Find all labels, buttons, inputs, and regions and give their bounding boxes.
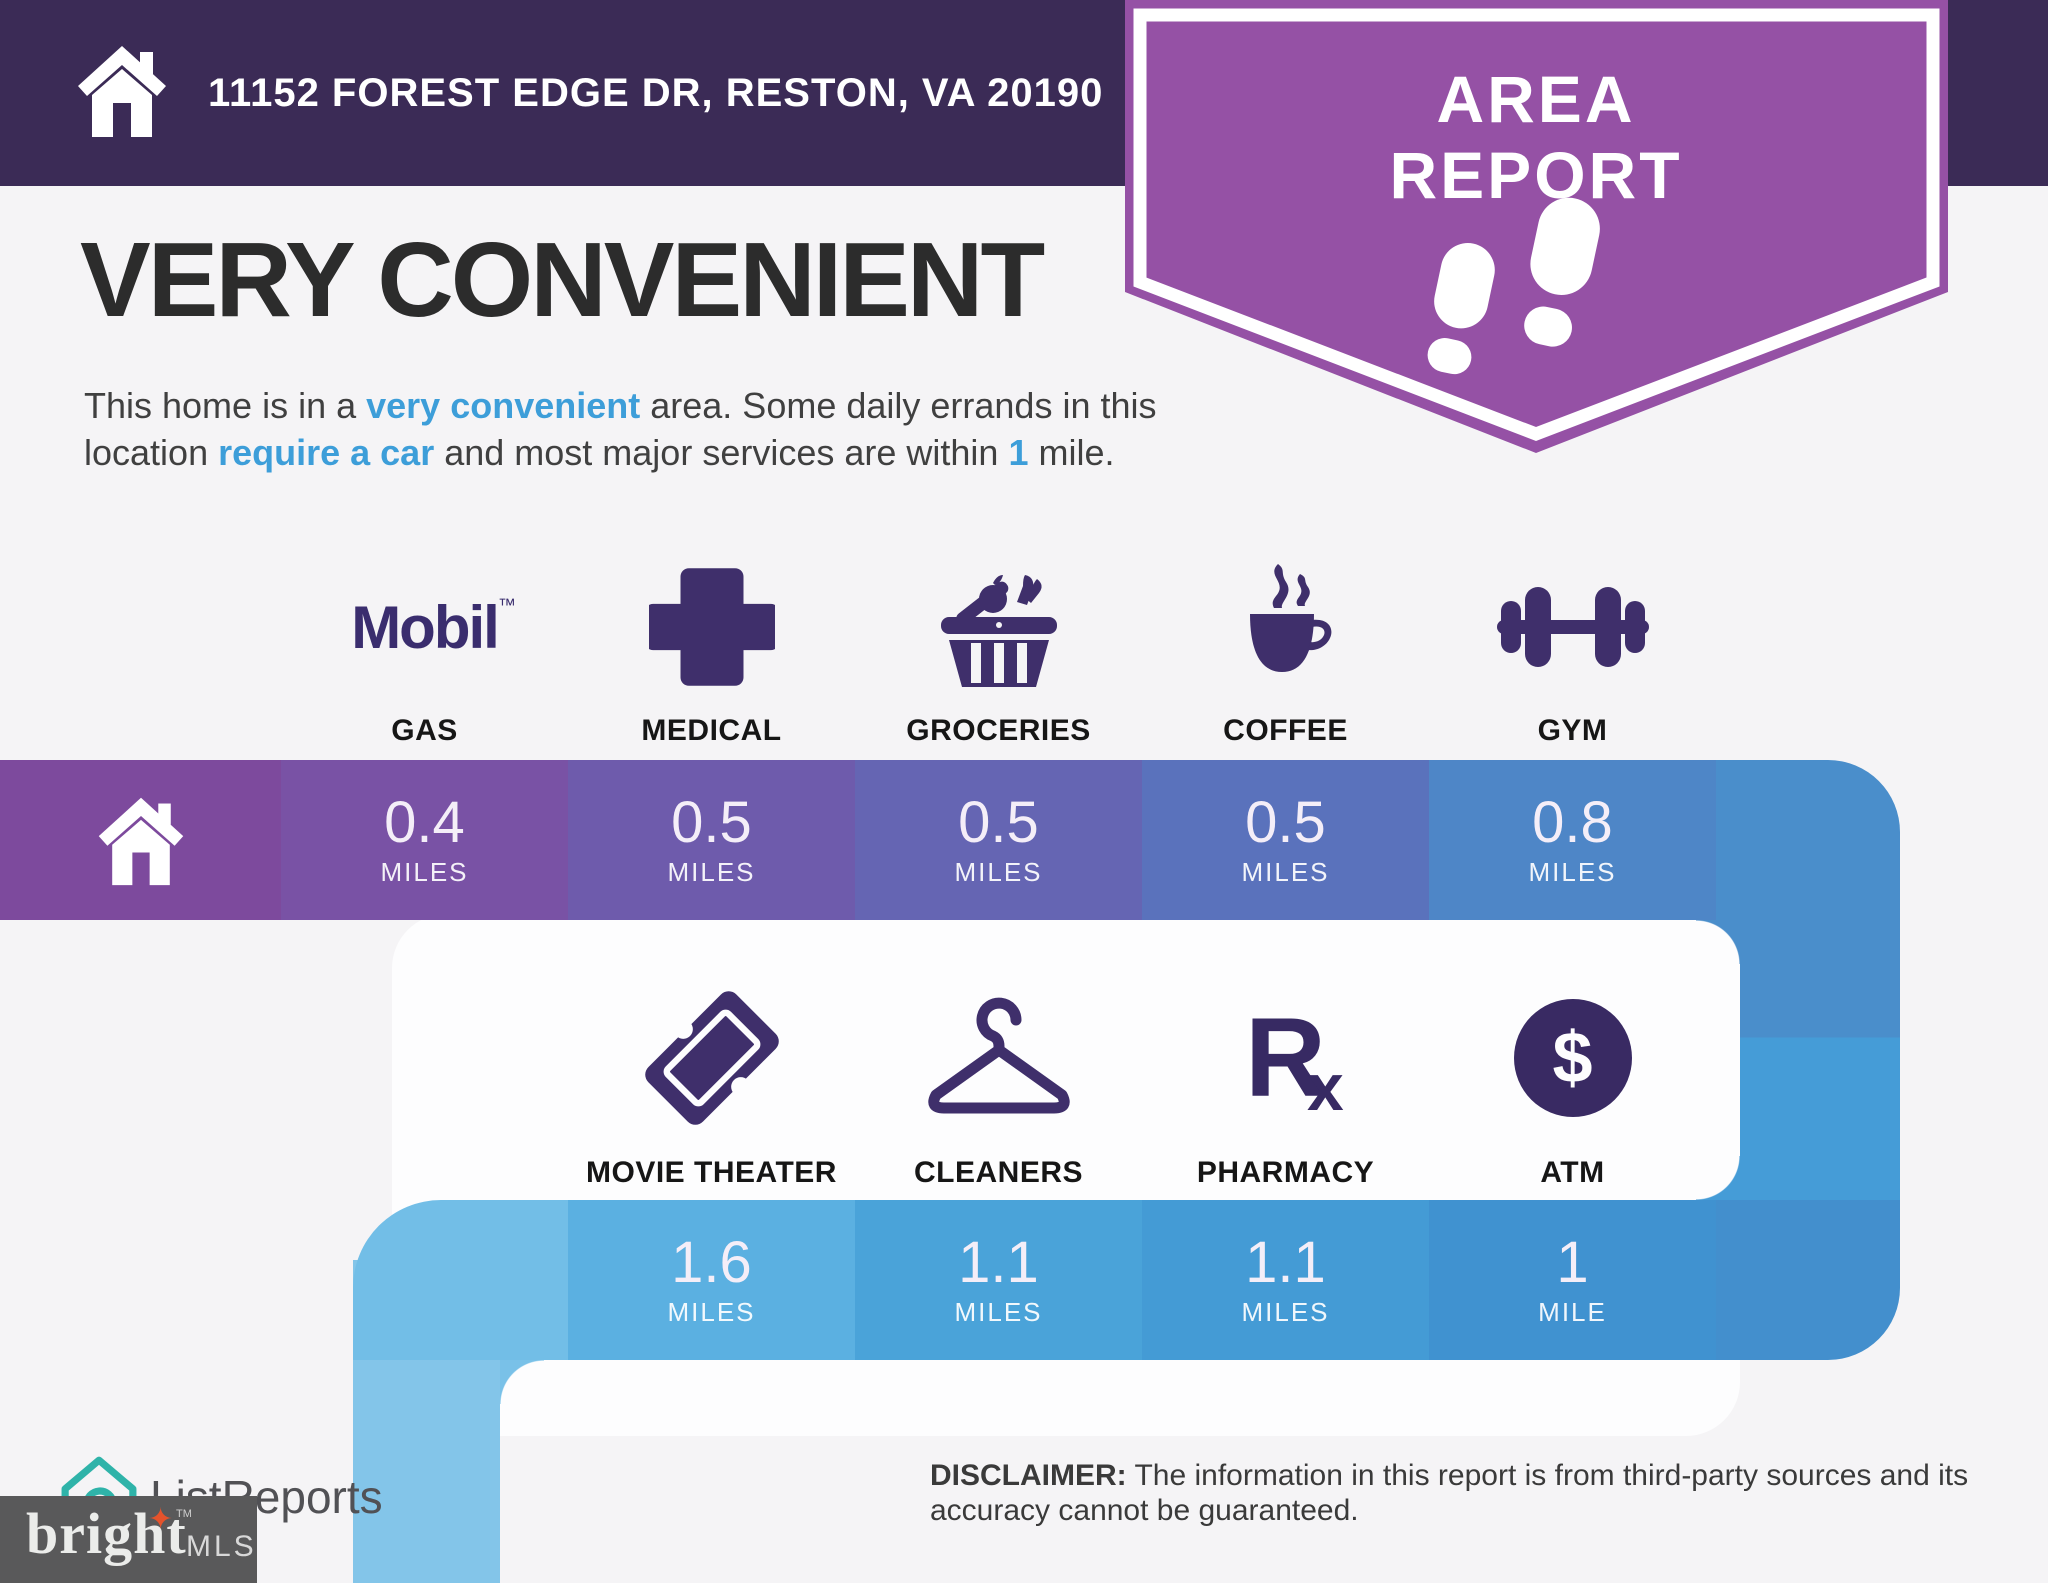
distance-value: 0.5	[958, 789, 1039, 855]
hanger-icon	[927, 997, 1070, 1114]
home-segment	[0, 760, 281, 920]
home-icon	[78, 46, 166, 137]
distance-bar-1: 0.4 MILES 0.5 MILES 0.5 MILES 0.5 MILES …	[0, 760, 1900, 920]
ribbon-cap	[353, 1200, 568, 1360]
amenity-label: GYM	[1537, 714, 1608, 747]
amenity-label: GROCERIES	[906, 714, 1091, 747]
disclaimer-label: DISCLAIMER:	[930, 1459, 1127, 1492]
footprints-icon	[1427, 197, 1600, 375]
distance-segment: 0.5 MILES	[1142, 760, 1429, 920]
badge-inner-border	[1133, 8, 1940, 441]
distance-segment: 0.4 MILES	[281, 760, 568, 920]
distance-segment: 1 MILE	[1429, 1200, 1716, 1360]
intro-text: and most major services are within	[434, 432, 1009, 473]
amenity-label: PHARMACY	[1196, 1156, 1375, 1189]
disclaimer-text: The information in this report is from t…	[930, 1459, 1969, 1527]
distance-value: 0.8	[1532, 789, 1613, 855]
badge-pennant-shape	[1125, 0, 1948, 453]
distance-unit: MILES	[667, 1296, 756, 1327]
rx-icon: R x	[1245, 1002, 1344, 1121]
distance-value: 0.5	[671, 789, 752, 855]
grocery-basket-icon	[940, 575, 1057, 687]
page-title: VERY CONVENIENT	[80, 221, 1045, 339]
intro-text: location	[84, 432, 219, 473]
distance-value: 1.1	[958, 1229, 1039, 1295]
amenity-label: CLEANERS	[913, 1156, 1083, 1189]
intro-text: area. Some daily errands in this	[640, 385, 1157, 426]
distance-value: 0.4	[384, 789, 465, 855]
intro-text: This home is in a	[84, 385, 367, 426]
disclaimer: DISCLAIMER: The information in this repo…	[930, 1458, 2020, 1528]
distance-unit: MILES	[1241, 1296, 1330, 1327]
distance-value: 1	[1556, 1229, 1589, 1295]
amenity-groceries: GROCERIES	[855, 552, 1142, 748]
distance-value: 1.6	[671, 1229, 752, 1295]
distance-segment: 0.5 MILES	[568, 760, 855, 920]
mobil-logo: Mobil ™	[351, 593, 516, 661]
amenity-movie-theater: MOVIE THEATER	[568, 972, 855, 1190]
amenity-gas: Mobil ™ GAS	[281, 552, 568, 748]
distance-segment: 0.8 MILES	[1429, 760, 1716, 920]
trademark-mark: TM	[176, 1508, 192, 1520]
distance-unit: MILES	[1528, 856, 1617, 887]
distance-unit: MILES	[380, 856, 469, 887]
distance-unit: MILES	[954, 1296, 1043, 1327]
ribbon-elbow	[1716, 1200, 1900, 1360]
ribbon-fillet	[1696, 1156, 1740, 1200]
distance-segment: 1.6 MILES	[568, 1200, 855, 1360]
home-icon	[98, 797, 183, 886]
rx-letter-r: R	[1245, 995, 1326, 1120]
bright-mls-logo: bright ✦ TM MLS	[0, 1496, 257, 1583]
property-address: 11152 FOREST EDGE DR, RESTON, VA 20190	[208, 70, 1104, 115]
dumbbell-icon	[1496, 587, 1649, 667]
amenity-label: ATM	[1540, 1156, 1605, 1189]
distance-segment: 0.5 MILES	[855, 760, 1142, 920]
distance-unit: MILES	[667, 856, 756, 887]
mls-wordmark: MLS	[186, 1530, 257, 1563]
dollar-sign: $	[1552, 1018, 1593, 1098]
intro-highlight: require a car	[218, 432, 435, 473]
dollar-circle-icon: $	[1513, 999, 1632, 1117]
amenity-label: GAS	[391, 714, 458, 747]
amenity-label: COFFEE	[1223, 714, 1348, 747]
amenity-gym: GYM	[1429, 552, 1716, 748]
distance-segment: 1.1 MILES	[1142, 1200, 1429, 1360]
coffee-cup-icon	[1249, 564, 1331, 672]
area-report-badge: AREA REPORT	[1125, 0, 1948, 453]
intro-text: mile.	[1028, 432, 1115, 473]
intro-highlight: 1	[1008, 432, 1029, 473]
ribbon-right-connector	[1740, 918, 1900, 1202]
ribbon-fillet	[500, 1360, 544, 1404]
movie-ticket-icon	[644, 991, 779, 1125]
badge-line1: AREA	[1436, 62, 1635, 136]
intro-highlight: very convenient	[366, 385, 641, 426]
amenity-coffee: COFFEE	[1142, 552, 1429, 748]
intro-line-2: location require a car and most major se…	[84, 429, 1157, 476]
distance-bar-2: 1.6 MILES 1.1 MILES 1.1 MILES 1 MILE	[353, 1200, 1900, 1360]
badge-line2: REPORT	[1389, 138, 1682, 212]
intro-line-1: This home is in a very convenient area. …	[84, 382, 1157, 429]
distance-segment: 1.1 MILES	[855, 1200, 1142, 1360]
distance-value: 1.1	[1245, 1229, 1326, 1295]
distance-unit: MILES	[954, 856, 1043, 887]
distance-value: 0.5	[1245, 789, 1326, 855]
bright-star-icon: ✦	[148, 1503, 174, 1536]
intro-paragraph: This home is in a very convenient area. …	[84, 382, 1157, 476]
amenity-label: MEDICAL	[641, 714, 782, 747]
ribbon-fillet	[1696, 920, 1740, 964]
distance-unit: MILES	[1241, 856, 1330, 887]
trademark-mark: ™	[497, 594, 516, 615]
ribbon-elbow	[1716, 760, 1900, 920]
medical-cross-icon	[648, 568, 775, 686]
amenity-atm: $ ATM	[1429, 972, 1716, 1190]
amenity-label: MOVIE THEATER	[586, 1156, 837, 1189]
amenity-pharmacy: R x PHARMACY	[1142, 972, 1429, 1190]
amenity-cleaners: CLEANERS	[855, 972, 1142, 1190]
bright-wordmark: bright	[26, 1501, 187, 1566]
distance-unit: MILE	[1538, 1296, 1607, 1327]
amenity-medical: MEDICAL	[568, 552, 855, 748]
rx-letter-x: x	[1307, 1050, 1344, 1124]
